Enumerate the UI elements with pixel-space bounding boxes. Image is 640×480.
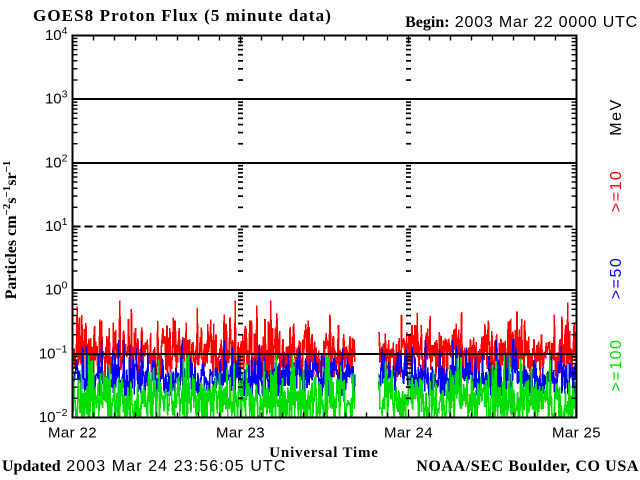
svg-text:>=100: >=100 xyxy=(608,339,625,392)
svg-text:Mar 22: Mar 22 xyxy=(48,425,97,442)
svg-text:GOES8 Proton Flux (5 minute da: GOES8 Proton Flux (5 minute data) xyxy=(33,6,332,25)
svg-text:Begin: 2003 Mar 22 0000 UTC: Begin: 2003 Mar 22 0000 UTC xyxy=(405,14,638,31)
svg-text:MeV: MeV xyxy=(608,98,625,135)
svg-text:Mar 23: Mar 23 xyxy=(216,425,265,442)
svg-text:Mar 25: Mar 25 xyxy=(552,425,601,442)
svg-text:Mar 24: Mar 24 xyxy=(384,425,433,442)
svg-text:Updated 2003 Mar 24 23:56:05 U: Updated 2003 Mar 24 23:56:05 UTC xyxy=(2,458,287,475)
svg-text:NOAA/SEC Boulder, CO USA: NOAA/SEC Boulder, CO USA xyxy=(416,458,639,475)
svg-text:Universal Time: Universal Time xyxy=(269,445,378,461)
svg-text:Particles cm−2s−1sr−1: Particles cm−2s−1sr−1 xyxy=(1,161,20,300)
svg-text:>=10: >=10 xyxy=(608,170,625,212)
svg-text:>=50: >=50 xyxy=(608,257,625,299)
